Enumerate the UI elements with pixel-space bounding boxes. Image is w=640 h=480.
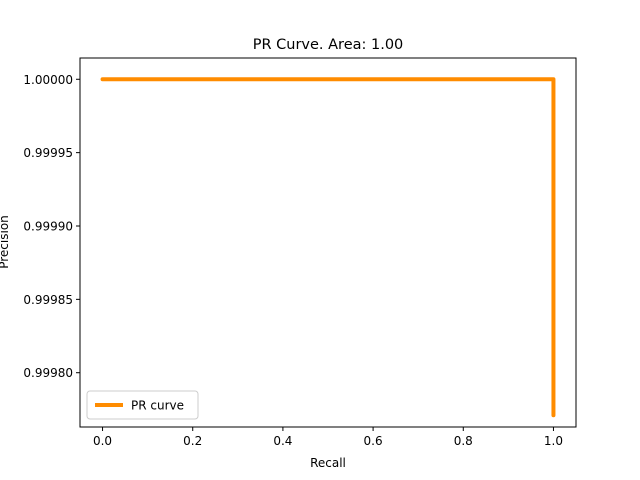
y-tick-label: 0.99980 <box>23 366 73 380</box>
chart-title: PR Curve. Area: 1.00 <box>253 37 404 53</box>
x-tick-label: 0.8 <box>454 434 473 448</box>
axes: 0.0 0.2 0.4 0.6 0.8 1.0 0.99980 0.99985 0.99990 0… <box>23 57 577 448</box>
legend-box <box>86 390 199 420</box>
y-axis-label: Precision <box>0 215 11 269</box>
legend-label: PR curve <box>131 399 184 413</box>
y-tick-label: 1.00000 <box>23 73 73 87</box>
x-tick-label: 0.2 <box>183 434 202 448</box>
series-line-1 <box>100 77 556 418</box>
legend: PR curve <box>86 390 199 420</box>
x-tick-label: 0.0 <box>93 434 112 448</box>
x-axis-label: Recall <box>310 456 346 470</box>
y-tick-label: 0.99995 <box>23 146 73 160</box>
x-tick-label: 1.0 <box>544 434 563 448</box>
x-tick-label: 0.6 <box>364 434 383 448</box>
axes-frame <box>79 57 577 428</box>
y-tick-label: 0.99985 <box>23 293 73 307</box>
x-tick-label: 0.4 <box>273 434 292 448</box>
y-tick-label: 0.99990 <box>23 219 73 233</box>
plot-area <box>100 77 556 418</box>
